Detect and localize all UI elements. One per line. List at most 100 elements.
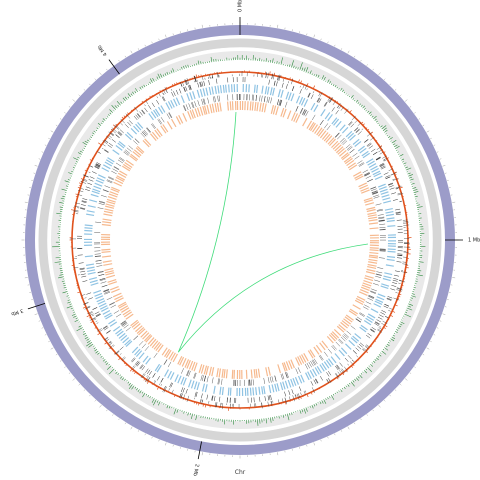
gc-skew-bar	[334, 84, 337, 88]
gene-marker	[271, 75, 273, 80]
major-tick-label: 1 Mb	[468, 238, 480, 244]
reverse-gene	[129, 155, 138, 162]
gene-marker	[337, 106, 339, 109]
reverse-gene	[131, 321, 140, 328]
reverse-gene	[327, 137, 335, 145]
gene-marker	[141, 365, 146, 371]
gc-skew-bar	[350, 94, 354, 99]
gc-skew-bar	[106, 365, 112, 370]
forward-gene	[370, 308, 379, 314]
minor-tick	[106, 68, 108, 71]
gene-marker	[102, 325, 108, 329]
gene-marker	[284, 391, 287, 397]
forward-gene	[93, 185, 102, 190]
gc-skew-bar	[91, 134, 94, 137]
minor-tick	[158, 38, 160, 41]
gene-marker-inner	[251, 94, 253, 101]
gene-marker-inner	[112, 168, 118, 172]
gene-marker	[144, 104, 146, 107]
gene-marker	[85, 189, 90, 192]
forward-gene	[87, 204, 96, 208]
forward-gene	[266, 86, 270, 95]
minor-tick	[389, 394, 391, 397]
gene-marker	[148, 105, 152, 110]
gc-content-bar	[161, 89, 164, 91]
gene-marker-inner	[364, 173, 371, 177]
gene-marker	[276, 81, 278, 87]
minor-tick	[430, 137, 432, 139]
gene-marker-inner	[285, 101, 288, 108]
gene-marker-inner	[266, 96, 269, 103]
gene-marker-inner	[373, 194, 379, 197]
gene-marker	[306, 88, 308, 91]
gc-skew-bar	[66, 295, 69, 297]
minor-tick	[112, 414, 114, 416]
reverse-gene	[347, 162, 356, 169]
gc-skew-bar	[362, 371, 364, 373]
gc-skew-bar	[323, 399, 327, 404]
gene-marker-inner	[146, 127, 151, 133]
gc-skew-bar	[417, 270, 422, 272]
forward-gene	[180, 95, 185, 104]
gc-skew-bar	[93, 347, 96, 350]
gene-marker	[81, 294, 86, 296]
gene-marker	[92, 317, 96, 320]
gc-content-bar	[397, 298, 400, 300]
gc-content-bar	[91, 157, 94, 159]
gc-skew-bar	[120, 375, 123, 379]
reverse-gene	[367, 214, 377, 218]
forward-gene	[300, 374, 305, 383]
minor-tick	[400, 94, 402, 96]
gc-skew-bar	[319, 401, 322, 405]
forward-gene	[287, 92, 292, 101]
minor-tick	[313, 34, 315, 38]
reverse-gene	[125, 159, 134, 166]
gc-skew-bar	[393, 144, 398, 148]
gene-marker-inner	[111, 170, 117, 175]
gene-marker-inner	[118, 158, 125, 162]
gc-content-bar	[79, 185, 82, 187]
gene-marker	[104, 139, 109, 143]
gene-marker	[318, 92, 321, 97]
gc-content-bar	[174, 394, 176, 398]
gene-marker-inner	[370, 290, 377, 294]
gc-skew-bar	[347, 384, 350, 387]
gene-marker	[136, 362, 141, 367]
gene-marker-inner	[113, 166, 119, 170]
gene-marker	[196, 79, 198, 82]
band-separator	[47, 47, 433, 433]
minor-tick	[347, 426, 350, 430]
gene-marker	[147, 377, 151, 381]
gene-marker	[327, 370, 332, 376]
gene-marker-inner	[335, 341, 341, 347]
gc-content-bar	[384, 153, 386, 155]
gene-marker-inner	[217, 95, 219, 102]
forward-gene	[192, 91, 196, 100]
gene-marker	[189, 84, 192, 90]
forward-gene	[271, 384, 275, 393]
gene-marker	[402, 219, 408, 221]
minor-tick	[124, 55, 126, 58]
gene-marker	[208, 401, 210, 404]
gc-skew-bar	[387, 342, 390, 344]
forward-gene	[295, 95, 301, 104]
minor-tick	[34, 313, 38, 315]
reverse-gene	[165, 349, 172, 359]
reverse-gene	[117, 172, 127, 179]
gene-marker	[291, 86, 295, 91]
gc-content-bar	[357, 359, 359, 361]
gc-content-bar	[393, 171, 397, 174]
reverse-gene	[359, 288, 369, 294]
gene-marker	[285, 84, 288, 89]
gc-skew-bar	[384, 347, 389, 351]
gc-skew-bar	[272, 416, 274, 422]
gene-marker-inner	[311, 360, 316, 366]
reverse-gene	[107, 196, 117, 200]
gene-marker	[341, 368, 345, 373]
gene-marker	[328, 98, 331, 103]
gc-content-bar	[378, 144, 380, 146]
gc-skew-bar	[66, 305, 73, 309]
reverse-gene	[368, 216, 378, 220]
gene-marker	[139, 111, 143, 116]
minor-tick	[137, 48, 139, 50]
